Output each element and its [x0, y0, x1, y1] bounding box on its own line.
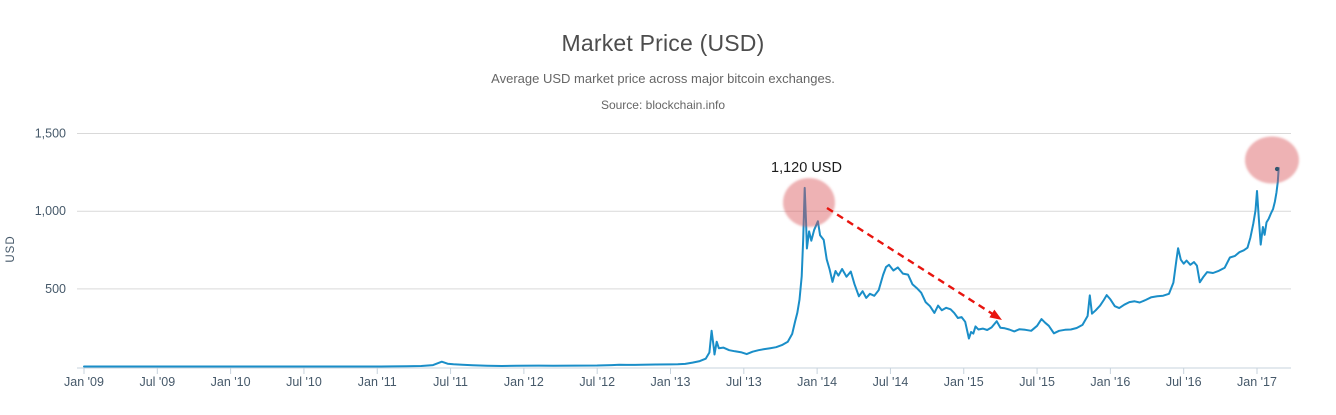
- y-tick-label: 1,000: [35, 204, 66, 218]
- endpoint-highlight-circle: [1245, 136, 1299, 184]
- decline-arrow-head: [989, 309, 1002, 320]
- chart-subtitle: Average USD market price across major bi…: [491, 71, 835, 86]
- y-axis-title: USD: [5, 235, 17, 262]
- chart-source-credit: Source: blockchain.info: [600, 98, 726, 112]
- x-tick-label: Jan '10: [211, 375, 251, 389]
- x-tick-label: Jan '11: [358, 375, 397, 389]
- peak-highlight-circle: [783, 178, 835, 227]
- x-tick-label: Jan '15: [944, 375, 984, 389]
- peak-price-annotation: 1,120 USD: [771, 160, 842, 176]
- chart-header: Market Price (USD) Average USD market pr…: [0, 0, 1326, 112]
- x-tick-label: Jan '17: [1237, 375, 1277, 389]
- x-tick-label: Jul '13: [726, 375, 762, 389]
- price-series-line: [83, 167, 1280, 368]
- x-tick-label: Jul '10: [286, 375, 322, 389]
- x-tick-label: Jan '09: [64, 375, 104, 389]
- x-tick-label: Jan '14: [797, 375, 837, 389]
- x-tick-label: Jan '13: [651, 375, 691, 389]
- y-tick-label: 500: [45, 282, 66, 296]
- x-tick-label: Jul '09: [139, 375, 175, 389]
- y-tick-label: 1,500: [35, 127, 66, 141]
- x-tick-label: Jan '16: [1090, 375, 1130, 389]
- x-tick-label: Jan '12: [504, 375, 544, 389]
- decline-arrow-line: [826, 206, 996, 317]
- chart-title: Market Price (USD): [561, 30, 765, 56]
- x-tick-label: Jul '14: [873, 375, 909, 389]
- x-tick-label: Jul '12: [579, 375, 615, 389]
- x-tick-label: Jul '11: [433, 375, 468, 389]
- x-tick-label: Jul '16: [1166, 375, 1202, 389]
- x-tick-label: Jul '15: [1019, 375, 1055, 389]
- series-end-dot: [1274, 166, 1280, 172]
